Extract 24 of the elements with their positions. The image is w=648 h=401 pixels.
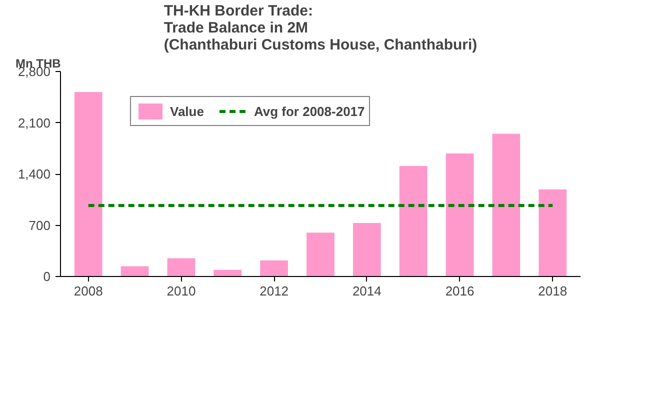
x-tick-label: 2008 <box>74 284 103 298</box>
x-tick-label: 2016 <box>445 284 474 298</box>
y-tick-label: 1,400 <box>18 166 51 182</box>
bar <box>492 134 520 276</box>
chart-title: TH-KH Border Trade: Trade Balance in 2M (Chanthaburi Customs House, Chanthaburi) <box>164 2 478 54</box>
bar <box>167 258 196 276</box>
legend-label: Value <box>170 104 204 118</box>
bar <box>120 266 149 276</box>
bar <box>214 270 242 276</box>
y-tick-label: 700 <box>28 218 51 233</box>
y-tick-label: 0 <box>43 269 51 284</box>
bar <box>353 223 381 276</box>
bar <box>399 166 428 276</box>
x-tick-label: 2010 <box>166 284 196 298</box>
bar <box>538 189 567 276</box>
x-tick-label: 2012 <box>260 284 289 298</box>
y-tick-label: 2,100 <box>18 115 51 130</box>
bar <box>260 260 288 276</box>
x-tick-label: 2014 <box>352 284 382 298</box>
legend-label: Avg for 2008-2017 <box>254 104 365 118</box>
bar <box>306 232 334 276</box>
bar <box>74 92 102 276</box>
bar <box>446 154 474 276</box>
x-tick-label: 2018 <box>538 284 568 298</box>
